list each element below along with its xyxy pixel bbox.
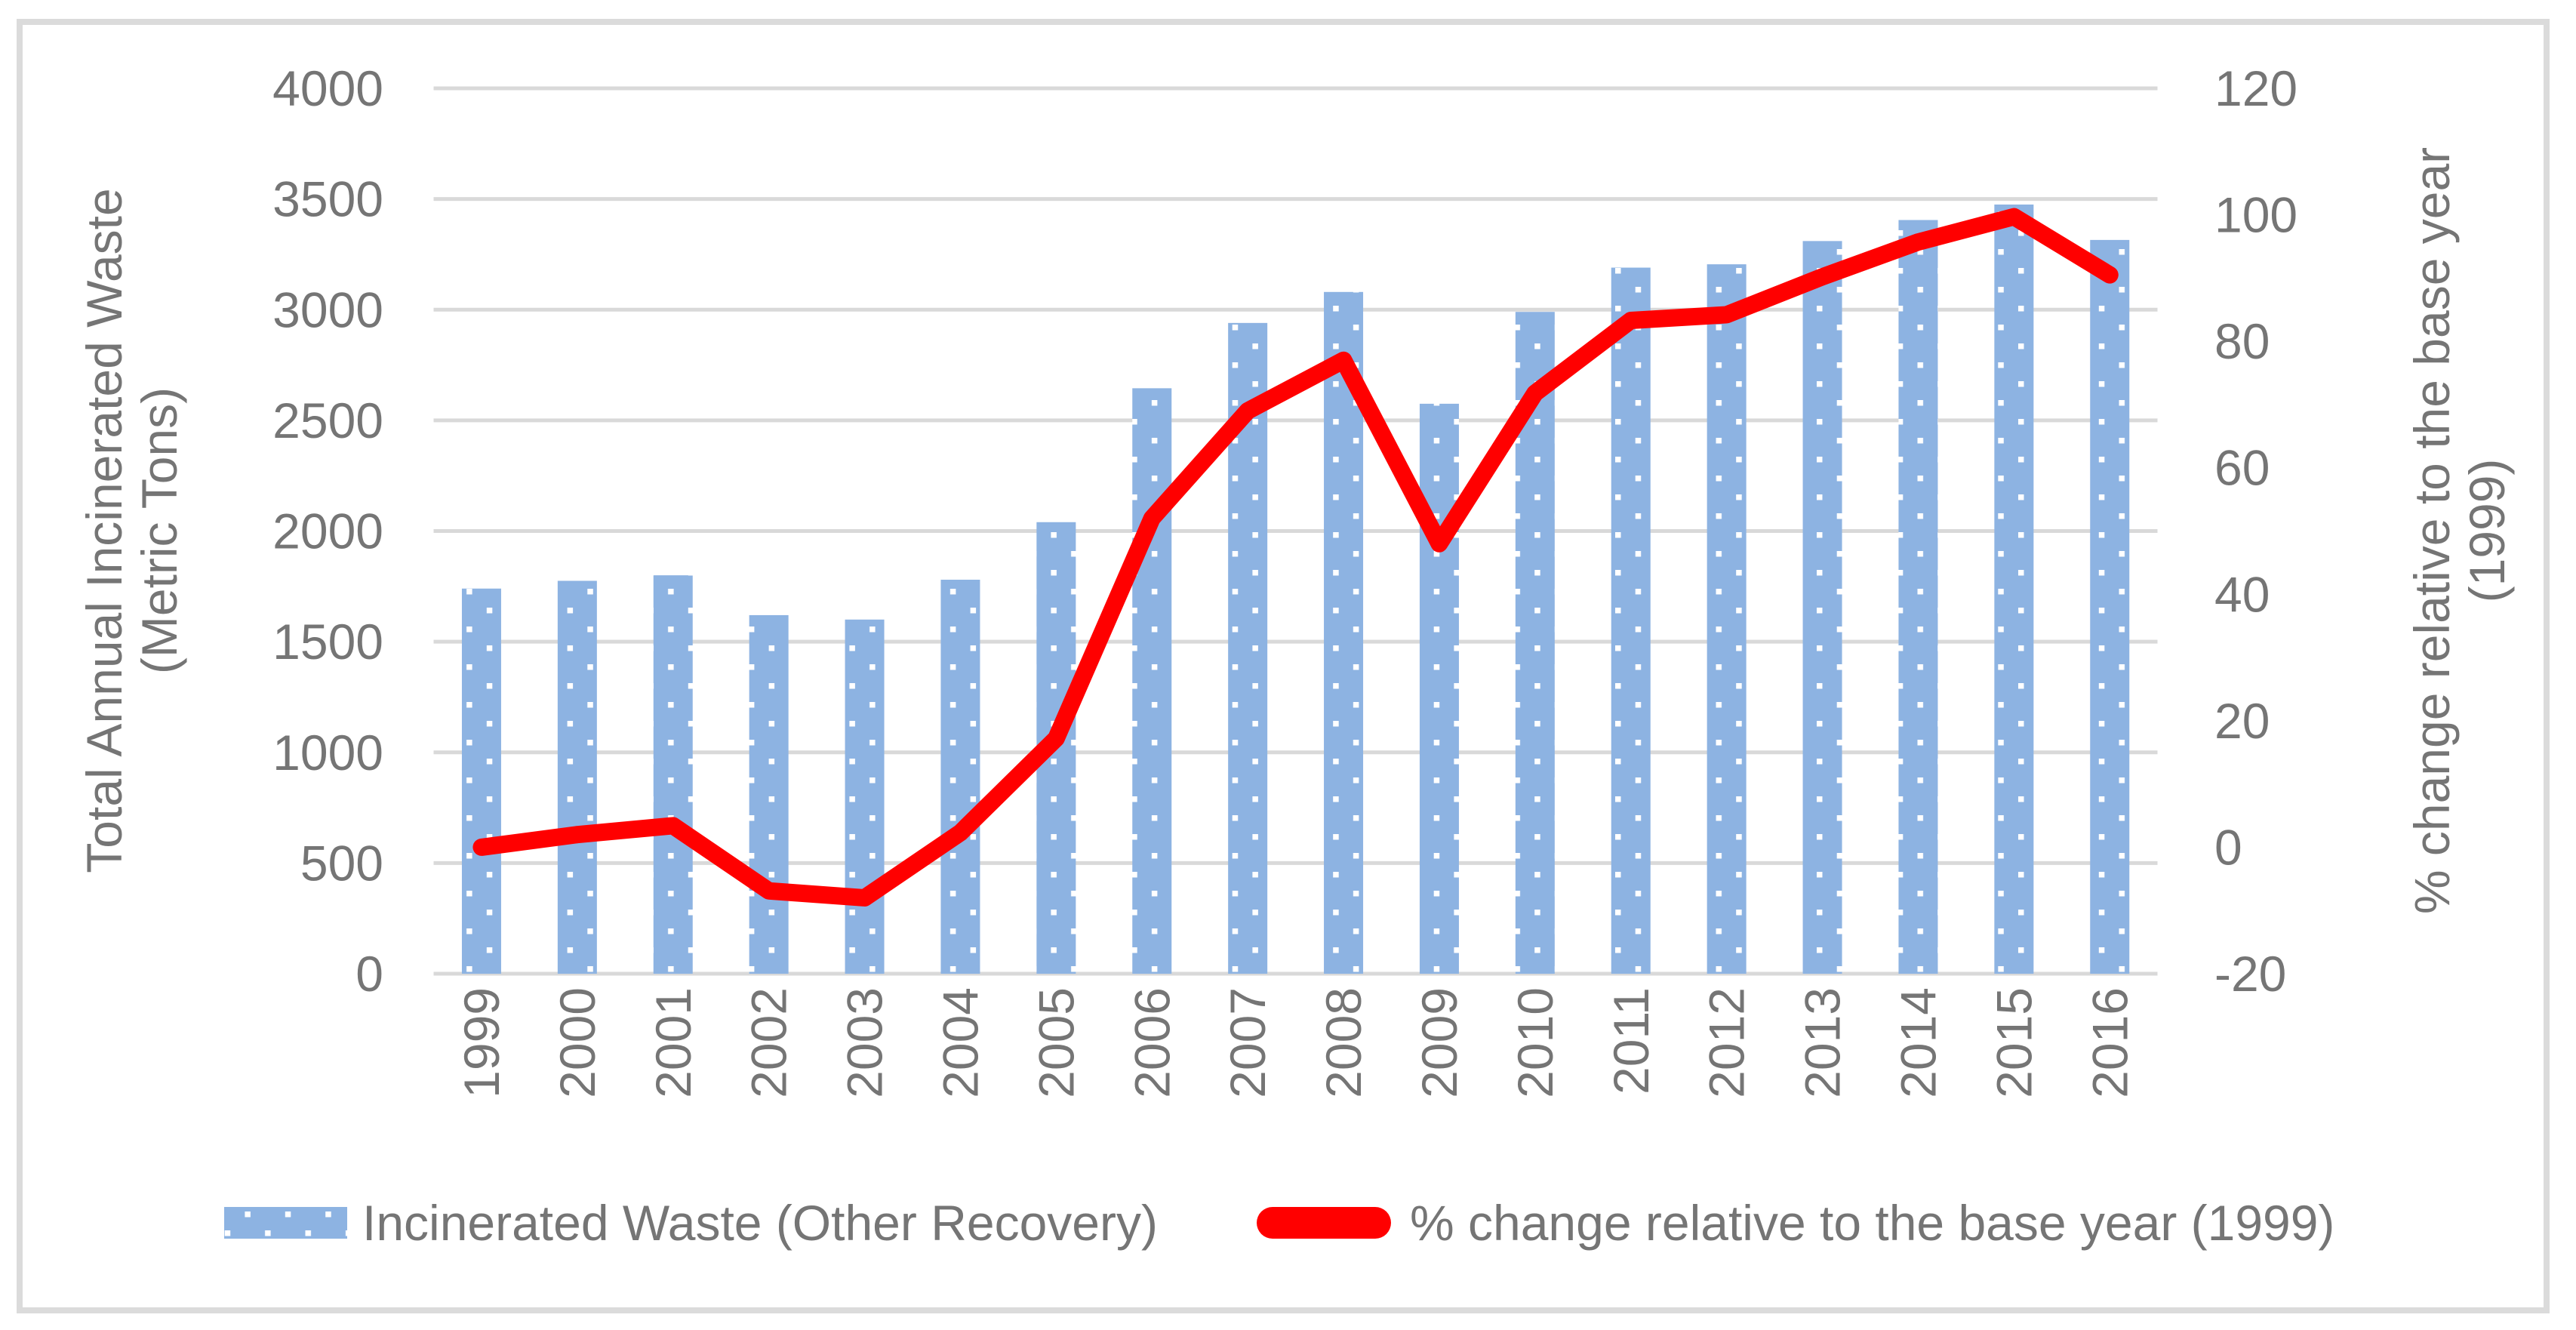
bar-2004[interactable] xyxy=(940,580,980,974)
bar-2001[interactable] xyxy=(653,575,693,974)
x-axis-label: 2007 xyxy=(1220,987,1276,1098)
x-axis-label: 2009 xyxy=(1411,987,1467,1098)
bar-series xyxy=(461,204,2130,974)
bar-2003[interactable] xyxy=(845,619,885,974)
x-axis-label: 2002 xyxy=(741,987,797,1098)
x-axis-label: 2011 xyxy=(1603,987,1659,1094)
bar-2016[interactable] xyxy=(2090,239,2130,974)
x-axis-label: 2016 xyxy=(2082,987,2137,1098)
x-axis-label: 2001 xyxy=(645,987,701,1098)
legend-bar-label[interactable]: Incinerated Waste (Other Recovery) xyxy=(362,1195,1158,1251)
x-axis-label: 2003 xyxy=(837,987,893,1098)
bar-2014[interactable] xyxy=(1898,220,1938,974)
right-axis-tick: 100 xyxy=(2214,187,2297,243)
bar-2009[interactable] xyxy=(1419,403,1459,974)
bar-2015[interactable] xyxy=(1994,204,2034,974)
right-axis-title-line1: % change relative to the base year xyxy=(2404,147,2460,914)
left-axis-tick: 2500 xyxy=(272,393,383,448)
right-axis-tick: 60 xyxy=(2214,440,2270,496)
legend-bar-swatch[interactable] xyxy=(224,1207,347,1239)
right-axis-tick: 120 xyxy=(2214,60,2297,116)
right-axis-tick: 0 xyxy=(2214,819,2242,875)
right-axis-tick: -20 xyxy=(2214,946,2286,1002)
left-axis-title-line2: (Metric Tons) xyxy=(131,387,187,674)
x-axis-label: 2006 xyxy=(1124,987,1180,1098)
legend-line-label[interactable]: % change relative to the base year (1999… xyxy=(1410,1195,2334,1251)
left-axis-tick: 2000 xyxy=(272,503,383,559)
x-axis-labels: 1999 2000 2001 2002 2003 2004 2005 2006 2007 2008… xyxy=(454,987,2137,1098)
left-axis-tick: 4000 xyxy=(272,60,383,116)
left-axis-title-line1: Total Annual Incinerated Waste xyxy=(76,188,132,873)
x-axis-label: 2012 xyxy=(1699,987,1755,1098)
bar-2006[interactable] xyxy=(1132,388,1172,974)
left-axis-ticks: 0 500 1000 1500 2000 2500 3000 3500 4000 xyxy=(272,60,383,1002)
x-axis-label: 2014 xyxy=(1890,987,1946,1098)
bar-1999[interactable] xyxy=(461,588,501,974)
bar-2013[interactable] xyxy=(1802,241,1842,974)
x-axis-label: 2005 xyxy=(1028,987,1084,1098)
line-series xyxy=(472,208,2119,907)
bar-2012[interactable] xyxy=(1707,264,1747,974)
x-axis-label: 2000 xyxy=(549,987,605,1098)
x-axis-label: 2004 xyxy=(932,987,988,1098)
bar-2002[interactable] xyxy=(749,614,789,974)
legend: Incinerated Waste (Other Recovery) % cha… xyxy=(224,1195,2334,1251)
x-axis-label: 1999 xyxy=(454,987,509,1098)
left-axis-tick: 0 xyxy=(355,946,383,1002)
x-axis-label: 2010 xyxy=(1507,987,1563,1098)
right-axis-title-line2: (1999) xyxy=(2459,459,2515,603)
x-axis-label: 2008 xyxy=(1316,987,1371,1098)
right-axis-ticks: -20 0 20 40 60 80 100 120 xyxy=(2214,60,2297,1002)
series-line[interactable] xyxy=(472,208,2119,907)
x-axis-label: 2013 xyxy=(1795,987,1851,1098)
left-axis-tick: 500 xyxy=(300,835,383,891)
right-axis-tick: 80 xyxy=(2214,313,2270,369)
bar-2008[interactable] xyxy=(1324,291,1364,974)
bar-2000[interactable] xyxy=(557,580,597,974)
right-axis-tick: 40 xyxy=(2214,566,2270,622)
left-axis-tick: 3500 xyxy=(272,171,383,227)
right-axis-tick: 20 xyxy=(2214,693,2270,749)
bar-2011[interactable] xyxy=(1611,267,1651,974)
x-axis-label: 2015 xyxy=(1986,987,2042,1098)
left-axis-tick: 3000 xyxy=(272,282,383,337)
left-axis-tick: 1500 xyxy=(272,614,383,670)
left-axis-tick: 1000 xyxy=(272,725,383,780)
